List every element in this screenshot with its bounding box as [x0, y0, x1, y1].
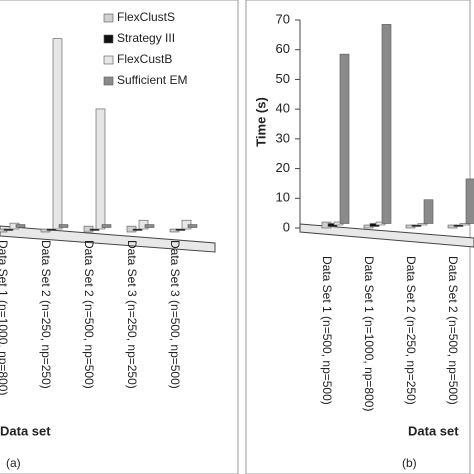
y-tick-label: 60 [276, 41, 290, 56]
panel-label: (a) [6, 456, 21, 470]
x-tick-label: Data Set 1 (n=1000, np=800) [0, 240, 10, 395]
x-tick-label: Data Set 1 (n=1000, np=800) [362, 256, 376, 411]
bar [46, 228, 57, 231]
bar [144, 224, 155, 228]
legend-label: Sufficient EM [117, 73, 187, 87]
bar [411, 224, 422, 227]
legend-label: FlexClustS [117, 10, 175, 24]
x-tick-label: Data Set 2 (n=500, np=500) [446, 256, 460, 405]
y-axis-title: Time (s) [253, 97, 268, 147]
bar [417, 223, 428, 226]
x-axis-title: Data set [0, 423, 51, 438]
bar [15, 224, 26, 228]
bar [459, 223, 470, 226]
legend-swatch [103, 76, 114, 86]
bar [95, 108, 106, 230]
bar [453, 224, 464, 227]
bar [3, 228, 14, 231]
bar [423, 199, 434, 224]
bar [52, 38, 63, 230]
bar [187, 224, 198, 228]
panel-label: (b) [402, 456, 417, 470]
floor-a [0, 225, 216, 253]
y-tick-label: 30 [276, 130, 290, 145]
y-tick-label: 70 [276, 11, 290, 26]
legend-label: FlexCustB [117, 52, 172, 66]
x-axis-title: Data set [408, 423, 459, 438]
y-tick-label: 40 [276, 101, 290, 116]
y-tick-label: 20 [276, 160, 290, 175]
panel-b-frame [245, 0, 471, 474]
x-tick-label: Data Set 1 (n=500, np=500) [320, 256, 334, 405]
bar [132, 228, 143, 231]
x-tick-label: Data Set 2 (n=250, np=250) [404, 256, 418, 405]
bar [101, 224, 112, 228]
floor-b [299, 223, 474, 248]
x-tick-label: Data Set 3 (n=500, np=500) [168, 240, 182, 389]
bar [465, 178, 474, 224]
y-tick-label: 10 [276, 190, 290, 205]
x-tick-label: Data Set 3 (n=250, np=250) [125, 240, 139, 389]
y-tick-label: 50 [276, 71, 290, 86]
panel-a-frame [0, 0, 239, 474]
y-tick-label: 0 [283, 219, 290, 234]
x-tick-label: Data Set 2 (n=500, np=500) [82, 240, 96, 389]
bar [339, 53, 350, 224]
bar [58, 224, 69, 228]
bar [175, 228, 186, 231]
legend-swatch [103, 34, 114, 44]
bar [89, 228, 100, 231]
bar [381, 24, 392, 224]
x-tick-label: Data Set 2 (n=250, np=250) [39, 240, 53, 389]
legend-swatch [103, 55, 114, 65]
legend-label: Strategy III [117, 31, 175, 45]
legend-swatch [103, 13, 114, 23]
